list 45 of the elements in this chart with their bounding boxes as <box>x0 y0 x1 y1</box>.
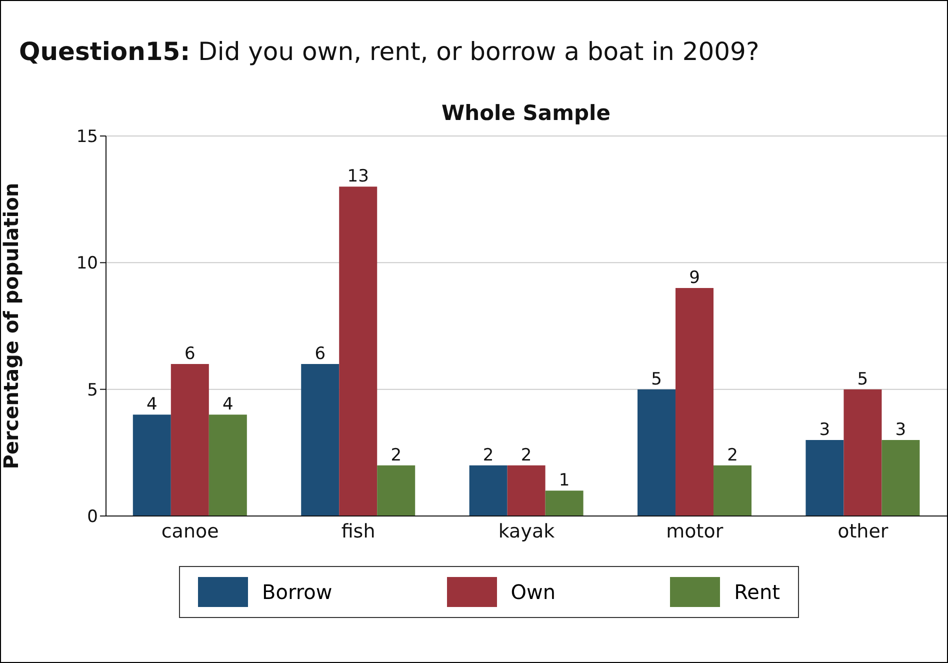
data-label: 5 <box>651 369 662 390</box>
y-axis-title: Percentage of population <box>0 182 24 470</box>
data-label: 4 <box>222 394 234 415</box>
data-label: 3 <box>819 420 830 440</box>
data-label: 3 <box>895 420 906 440</box>
x-tick-label: other <box>838 520 888 542</box>
data-label: 2 <box>520 445 532 466</box>
chart-subtitle: Whole Sample <box>440 101 612 125</box>
bar <box>170 364 209 516</box>
bar <box>638 389 676 516</box>
bar <box>339 186 378 516</box>
chart-title: Question15: Did you own, rent, or borrow a boat in 2009? <box>19 37 760 66</box>
x-tick-label: fish <box>341 520 376 542</box>
data-label: 1 <box>558 470 570 491</box>
x-tick-label: kayak <box>498 520 555 542</box>
y-tick-label: 15 <box>76 127 98 148</box>
data-label: 2 <box>482 445 494 466</box>
bar <box>844 389 882 516</box>
bar <box>507 465 546 516</box>
data-label: 2 <box>727 445 738 466</box>
data-label: 2 <box>390 445 402 466</box>
bar <box>676 288 714 516</box>
legend-label: Borrow <box>262 580 332 604</box>
bar <box>301 364 340 516</box>
bar <box>132 414 171 516</box>
data-label: 9 <box>689 268 700 288</box>
bar <box>714 465 752 516</box>
bar <box>545 490 584 516</box>
x-tick-label: motor <box>666 520 724 542</box>
data-label: 6 <box>314 344 326 364</box>
x-tick-label: canoe <box>161 520 219 542</box>
bar <box>469 465 508 516</box>
bar <box>208 414 247 516</box>
data-label: 6 <box>184 344 196 364</box>
bar <box>806 440 844 516</box>
y-tick-label: 0 <box>87 507 98 528</box>
bar <box>377 465 416 516</box>
y-tick-label: 5 <box>87 380 98 400</box>
data-label: 4 <box>146 394 158 415</box>
data-label: 13 <box>347 166 369 187</box>
data-label: 5 <box>857 369 868 390</box>
legend-label: Own <box>510 580 556 604</box>
legend-label: Rent <box>734 580 780 604</box>
bar <box>882 440 920 516</box>
y-tick-label: 10 <box>76 254 98 274</box>
